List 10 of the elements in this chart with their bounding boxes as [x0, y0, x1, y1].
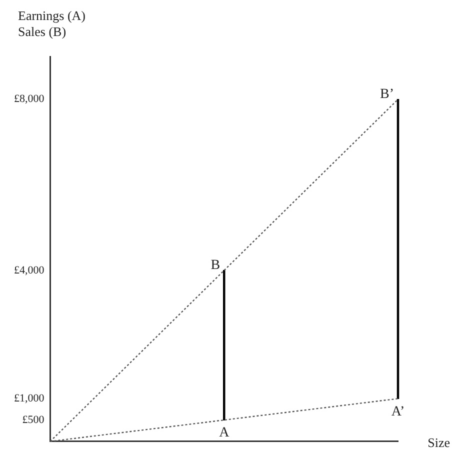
y-axis-title: Earnings (A) Sales (B): [18, 8, 86, 40]
data-label: B’: [380, 87, 394, 102]
data-label: A’: [391, 404, 405, 420]
y-tick-label: £1,000: [14, 392, 45, 405]
x-axis-title: Size: [428, 435, 450, 451]
y-tick-label: £8,000: [14, 93, 45, 106]
y-tick-label: £500: [22, 414, 45, 426]
data-label: B: [210, 258, 220, 274]
data-label: A: [219, 426, 230, 441]
y-tick-label: £4,000: [14, 264, 45, 276]
